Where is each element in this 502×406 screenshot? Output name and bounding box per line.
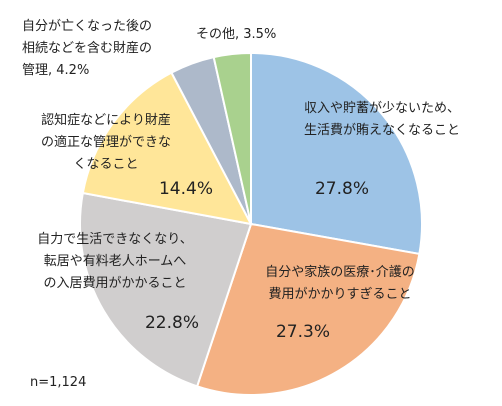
slice-label-line: 自力で生活できなくなり、 xyxy=(37,232,192,247)
slice-label-line: その他, 3.5% xyxy=(196,27,276,42)
slice-label-line: 自分や家族の医療･介護の xyxy=(265,264,415,280)
slice-label-line: 認知症などにより財産 xyxy=(41,112,171,128)
slice-label-3: 自力で生活できなくなり、転居や有料老人ホームへの入居費用がかかること xyxy=(37,232,192,291)
slice-label-line: 生活費が賄えなくなること xyxy=(304,122,460,138)
pie-slice-6 xyxy=(212,51,252,225)
slice-value-label-4: 14.4% xyxy=(159,179,213,199)
slice-label-line: 管理, 4.2% xyxy=(22,63,89,78)
slice-label-line: 相続などを含む財産の xyxy=(22,40,152,56)
pie-slice-2 xyxy=(195,222,421,397)
slice-label-line: くなること xyxy=(73,157,138,172)
pie-slice-4 xyxy=(81,71,253,226)
slice-label-1: 収入や貯蓄が少ないため、生活費が賄えなくなること xyxy=(304,101,460,138)
pie-slice-3 xyxy=(79,191,253,388)
slice-label-6: その他, 3.5% xyxy=(196,27,276,42)
slice-label-line: 収入や貯蓄が少ないため、 xyxy=(304,101,460,116)
slice-label-line: の適正な管理ができな xyxy=(41,134,171,150)
sample-size-note: n=1,124 xyxy=(30,375,86,390)
pie-slice-1 xyxy=(250,51,423,256)
slice-label-line: 自分が亡くなった後の xyxy=(22,19,152,34)
slice-value-label-2: 27.3% xyxy=(276,322,330,342)
slice-label-line: の入居費用がかかること xyxy=(43,276,186,291)
slice-value-label-1: 27.8% xyxy=(315,179,369,199)
slice-label-4: 認知症などにより財産の適正な管理ができなくなること xyxy=(41,112,171,172)
slice-label-line: 転居や有料老人ホームへ xyxy=(44,254,187,269)
slice-label-line: 費用がかかりすぎること xyxy=(268,287,411,302)
slice-label-5: 自分が亡くなった後の相続などを含む財産の管理, 4.2% xyxy=(22,19,152,78)
slice-value-label-3: 22.8% xyxy=(145,313,199,333)
slice-label-2: 自分や家族の医療･介護の費用がかかりすぎること xyxy=(265,264,415,302)
